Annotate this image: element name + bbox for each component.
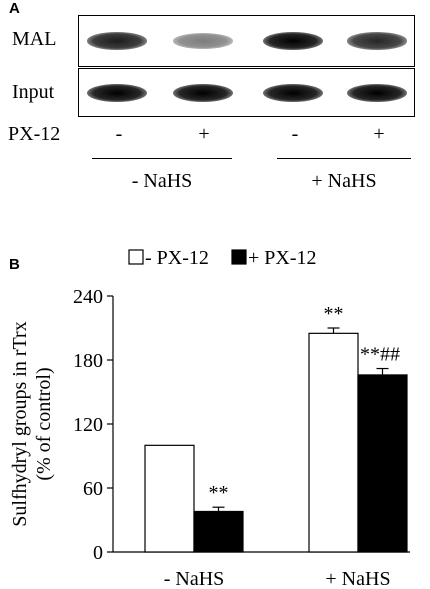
- legend-label-plus-px12: + PX-12: [248, 247, 317, 269]
- legend-label-minus-px12: - PX-12: [145, 247, 209, 269]
- mal-band-lane-4: [347, 32, 407, 50]
- input-band-lane-4: [347, 83, 407, 102]
- bar-minus-px12-minus-nahs: [144, 444, 195, 553]
- y-axis-label-line-1: Sulfhydryl groups in rTrx: [9, 321, 31, 526]
- y-axis-label: Sulfhydryl groups in rTrx (% of control): [9, 321, 55, 526]
- significance-label: **##: [360, 344, 400, 366]
- group-label-plus-nahs: + NaHS: [311, 170, 377, 192]
- bar-minus-px12-plus-nahs: [308, 332, 359, 553]
- input-band-lane-1: [87, 83, 147, 102]
- group-label-minus-nahs: - NaHS: [131, 170, 193, 192]
- panel-a-letter: A: [9, 0, 20, 17]
- mal-band-lane-3: [263, 32, 323, 50]
- significance-label: **: [209, 482, 229, 504]
- input-row-label: Input: [12, 81, 55, 103]
- group-divider-plus-nahs: [277, 158, 411, 159]
- group-divider-minus-nahs: [92, 158, 232, 159]
- input-blot-panel: [78, 68, 415, 117]
- px12-sign-lane-4: +: [373, 123, 385, 145]
- x-category-label: - NaHS: [164, 568, 225, 589]
- y-tick-label: 240: [73, 286, 103, 308]
- y-tick-label: 180: [73, 350, 103, 372]
- y-axis-label-line-2: (% of control): [33, 367, 55, 480]
- px12-sign-lane-2: +: [198, 123, 210, 145]
- input-band-lane-2: [173, 83, 233, 102]
- significance-label: **: [324, 303, 344, 325]
- mal-band-lane-1: [87, 32, 147, 50]
- mal-blot-panel: [78, 15, 415, 67]
- y-tick-label: 120: [73, 414, 103, 436]
- px12-row-label: PX-12: [8, 123, 61, 145]
- px12-sign-lane-3: -: [291, 123, 299, 145]
- legend-swatch-plus-px12: [231, 249, 247, 265]
- x-category-label: + NaHS: [325, 568, 390, 589]
- input-band-lane-3: [263, 83, 323, 102]
- y-tick-label: 60: [83, 478, 103, 500]
- px12-sign-lane-1: -: [115, 123, 123, 145]
- legend-swatch-minus-px12: [128, 249, 144, 265]
- bar-plus-px12-plus-nahs: [357, 374, 408, 553]
- chart-bars: ** - NaHS ** **## + NaHS: [144, 303, 408, 589]
- mal-row-label: MAL: [12, 28, 57, 50]
- panel-b-letter: B: [9, 256, 20, 273]
- chart-legend: - PX-12 + PX-12: [128, 247, 317, 269]
- y-tick-label: 0: [93, 542, 103, 564]
- bar-plus-px12-minus-nahs: [193, 510, 244, 553]
- mal-band-lane-2: [173, 33, 233, 49]
